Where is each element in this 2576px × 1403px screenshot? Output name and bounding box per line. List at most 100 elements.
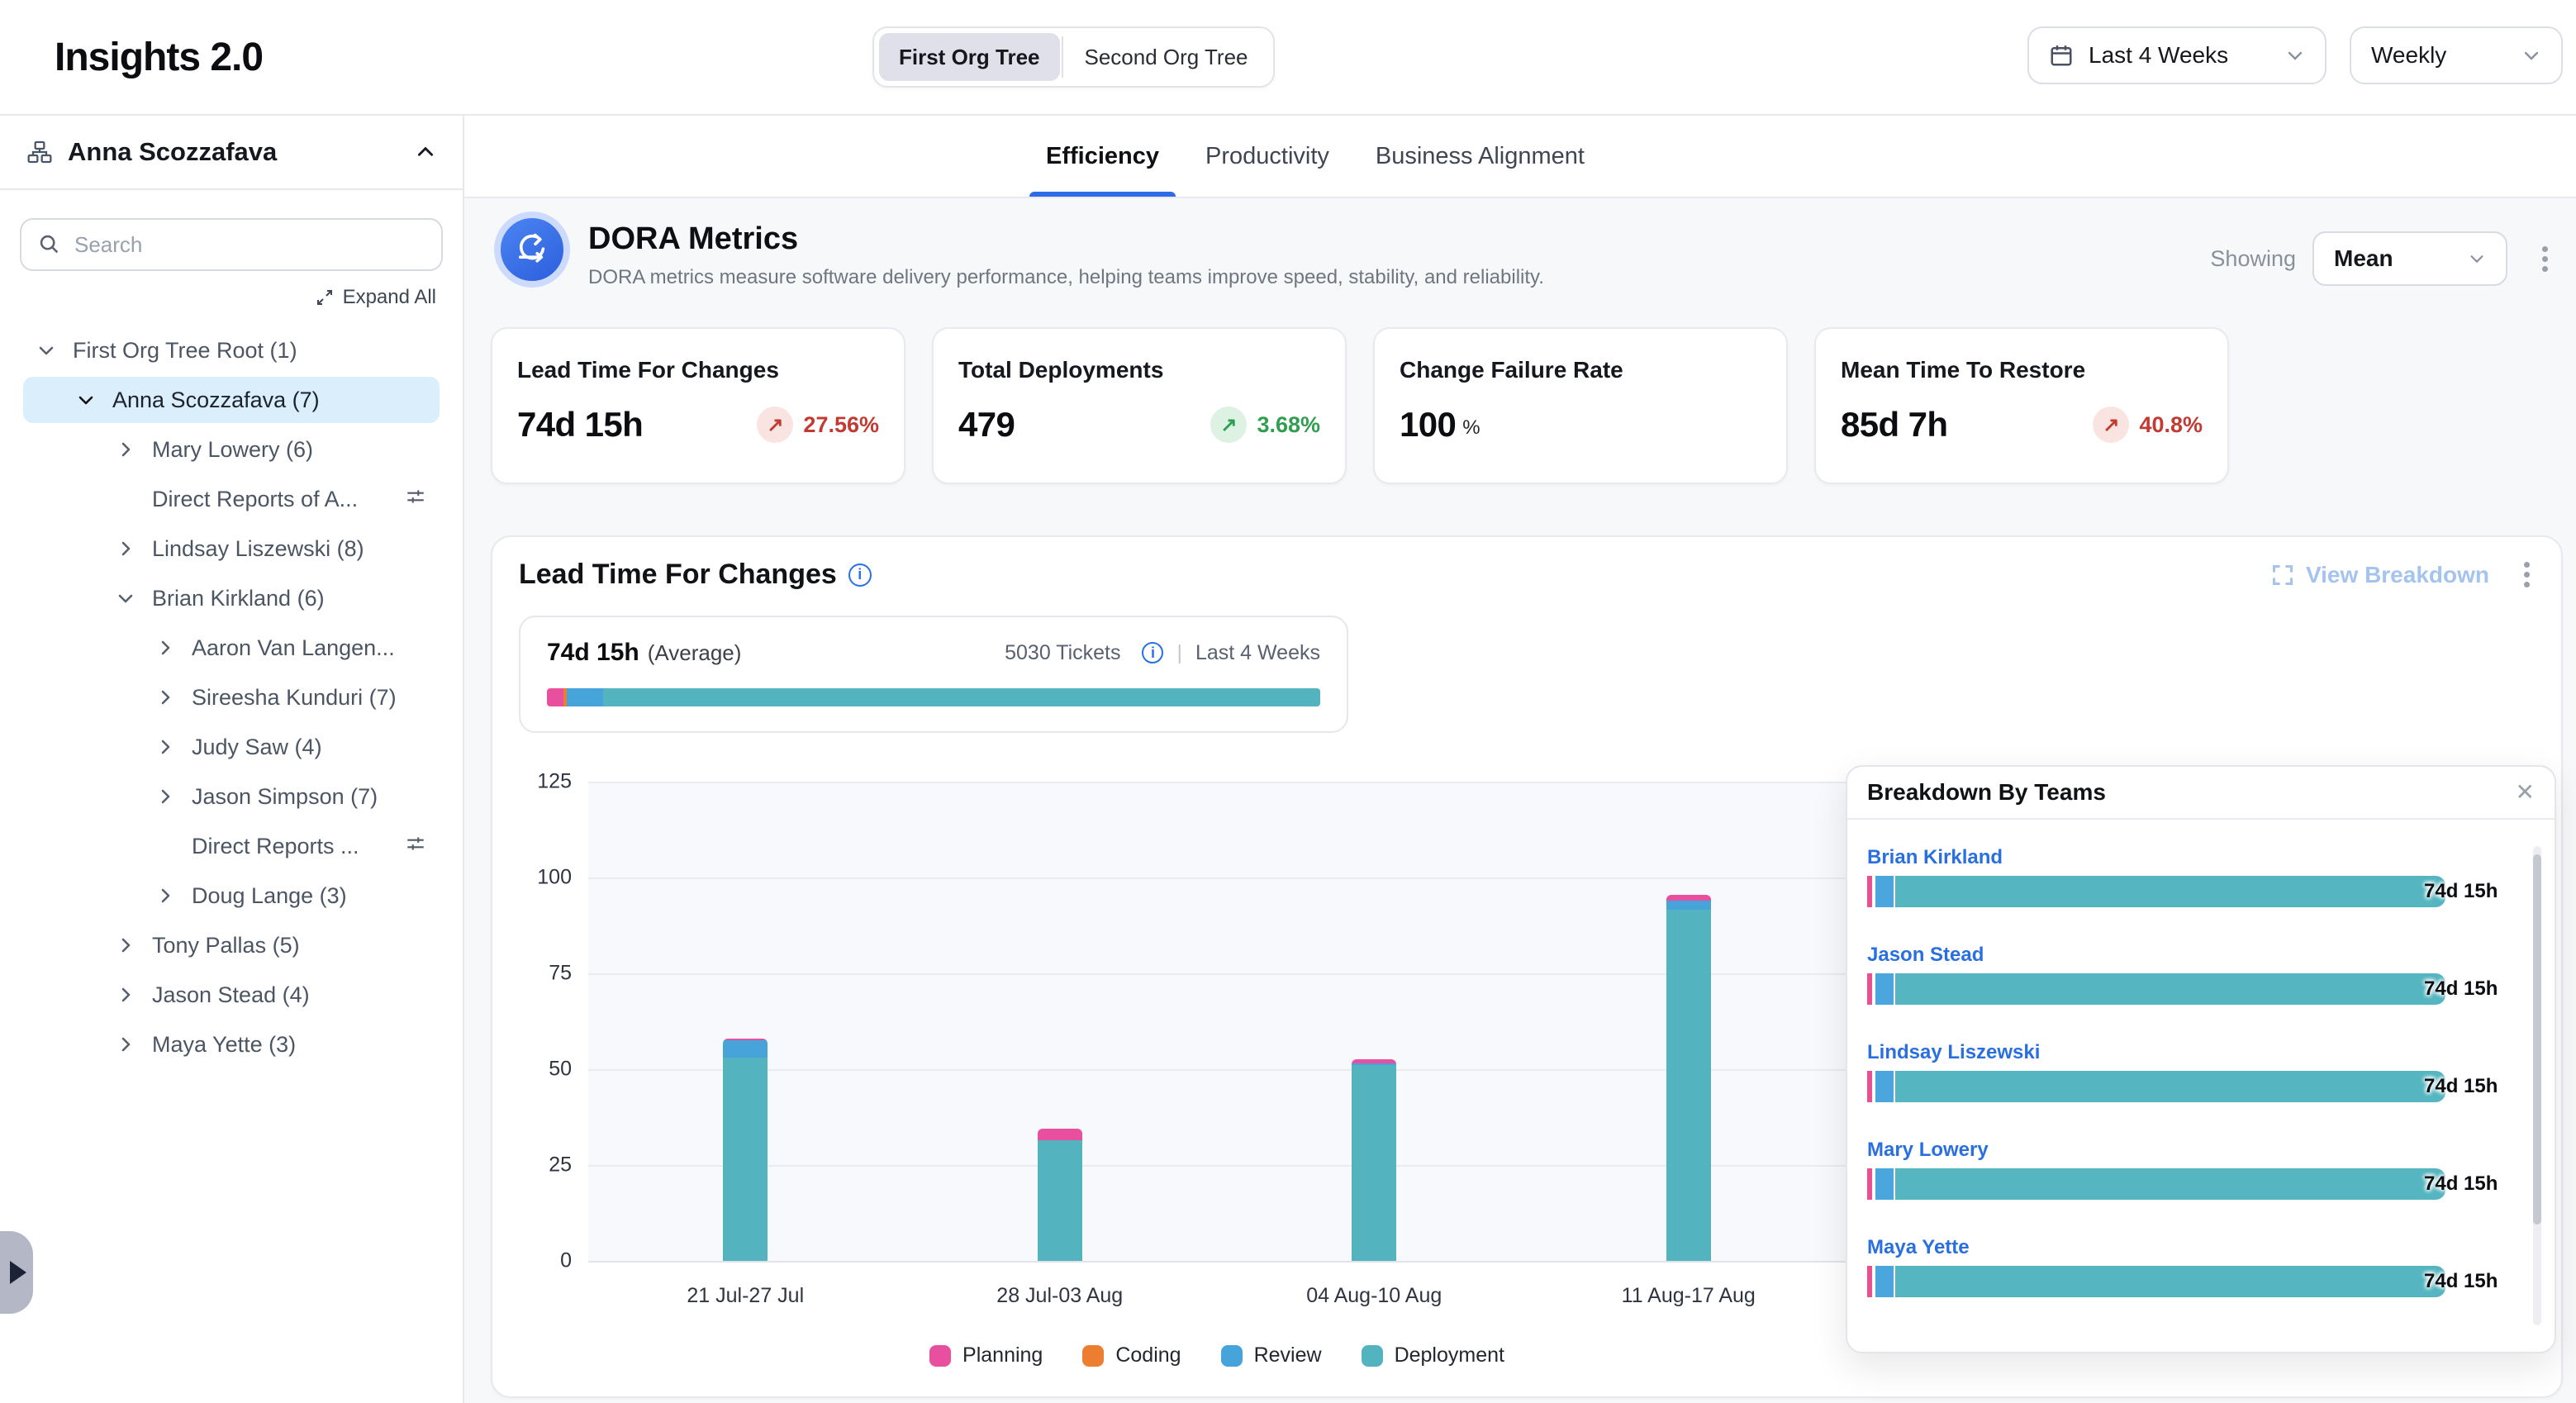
chevron-right-icon[interactable] bbox=[116, 935, 135, 955]
dora-metrics-subtitle: DORA metrics measure software delivery p… bbox=[588, 266, 1544, 288]
tree-item[interactable]: Brian Kirkland (6) bbox=[0, 573, 463, 623]
chevron-down-icon[interactable] bbox=[36, 340, 56, 360]
tree-item[interactable]: Maya Yette (3) bbox=[0, 1020, 463, 1069]
stacked-bar[interactable] bbox=[1352, 1059, 1397, 1261]
gridline bbox=[588, 1069, 1846, 1071]
breakdown-team-item: Lindsay Liszewski 74d 15h bbox=[1867, 1041, 2512, 1102]
lead-time-card: Lead Time For Changes i View Breakdown 7… bbox=[491, 535, 2563, 1398]
team-lead-time-value: 74d 15h bbox=[2424, 880, 2498, 902]
chevron-right-icon[interactable] bbox=[116, 539, 135, 559]
tree-item-label: Sireesha Kunduri (7) bbox=[192, 684, 397, 710]
gridline bbox=[588, 877, 1846, 879]
metric-card-unit: % bbox=[1462, 416, 1480, 439]
breakdown-panel: Breakdown By Teams ✕ Brian Kirkland 74d 1… bbox=[1846, 765, 2556, 1353]
chevron-right-icon[interactable] bbox=[116, 1034, 135, 1054]
gridline bbox=[588, 1165, 1846, 1167]
tree-item[interactable]: Direct Reports of A... bbox=[0, 474, 463, 524]
trend-up-arrow-icon: ↗ bbox=[757, 407, 794, 443]
tree-item[interactable]: Doug Lange (3) bbox=[0, 871, 463, 920]
toggle-second-org-tree[interactable]: Second Org Tree bbox=[1084, 44, 1248, 69]
team-name-link[interactable]: Lindsay Liszewski bbox=[1867, 1041, 2041, 1063]
chevron-right-icon[interactable] bbox=[155, 737, 175, 757]
stacked-bar[interactable] bbox=[1037, 1128, 1082, 1261]
tickets-info-icon[interactable]: i bbox=[1142, 642, 1164, 663]
expand-icon bbox=[315, 288, 335, 307]
tree-item-label: Anna Scozzafava (7) bbox=[112, 387, 320, 412]
close-icon[interactable]: ✕ bbox=[2515, 779, 2535, 805]
team-bar-review-segment bbox=[1875, 973, 1894, 1005]
filter-icon[interactable] bbox=[405, 486, 426, 513]
search-input[interactable] bbox=[74, 231, 425, 258]
filter-icon[interactable] bbox=[405, 833, 426, 860]
chevron-down-icon bbox=[2285, 45, 2305, 65]
top-header: Insights 2.0 First Org Tree Second Org T… bbox=[0, 0, 2576, 116]
dora-kebab-menu-icon[interactable] bbox=[2537, 241, 2553, 277]
bar-segment-deployment bbox=[1352, 1065, 1397, 1261]
metric-card: Total Deployments 479 ↗ 3.68% bbox=[932, 327, 1347, 484]
granularity-select[interactable]: Weekly bbox=[2350, 26, 2563, 84]
tree-item[interactable]: Judy Saw (4) bbox=[0, 722, 463, 772]
date-range-select[interactable]: Last 4 Weeks bbox=[2027, 26, 2326, 84]
bar-segment-review bbox=[1352, 1063, 1397, 1066]
breakdown-team-item: Maya Yette 74d 15h bbox=[1867, 1236, 2512, 1297]
tree-item[interactable]: Jason Simpson (7) bbox=[0, 772, 463, 821]
tree-item[interactable]: Jason Stead (4) bbox=[0, 970, 463, 1020]
chevron-right-icon[interactable] bbox=[116, 985, 135, 1005]
tree-item[interactable]: Anna Scozzafava (7) bbox=[0, 375, 463, 425]
y-axis-tick-label: 100 bbox=[537, 865, 572, 889]
chevron-right-icon[interactable] bbox=[155, 638, 175, 658]
team-bar-planning-segment bbox=[1867, 1168, 1872, 1200]
expand-all-button[interactable]: Expand All bbox=[0, 286, 436, 309]
chevron-up-icon[interactable] bbox=[415, 141, 436, 163]
tree-item[interactable]: Direct Reports ... bbox=[0, 821, 463, 871]
tree-item[interactable]: Mary Lowery (6) bbox=[0, 425, 463, 474]
team-name-link[interactable]: Jason Stead bbox=[1867, 944, 1984, 966]
tree-item[interactable]: Sireesha Kunduri (7) bbox=[0, 673, 463, 722]
stacked-bar[interactable] bbox=[723, 1038, 768, 1261]
bar-segment-deployment bbox=[1037, 1139, 1082, 1261]
sidebar-header[interactable]: Anna Scozzafava bbox=[0, 116, 463, 190]
team-name-link[interactable]: Maya Yette bbox=[1867, 1236, 1970, 1258]
metric-change-percent: 3.68% bbox=[1257, 411, 1320, 437]
tab-business-alignment[interactable]: Business Alignment bbox=[1375, 142, 1585, 169]
aggregation-select[interactable]: Mean bbox=[2312, 231, 2507, 286]
chevron-right-icon[interactable] bbox=[116, 440, 135, 459]
sidebar-search[interactable] bbox=[20, 218, 443, 271]
tab-productivity[interactable]: Productivity bbox=[1205, 142, 1329, 169]
tree-item[interactable]: Tony Pallas (5) bbox=[0, 920, 463, 970]
chevron-right-icon[interactable] bbox=[155, 886, 175, 906]
chart-legend: Planning Coding Review Deployment bbox=[588, 1344, 1846, 1367]
stacked-bar[interactable] bbox=[1666, 894, 1711, 1261]
chevron-down-icon[interactable] bbox=[76, 390, 96, 410]
team-name-link[interactable]: Mary Lowery bbox=[1867, 1139, 1989, 1161]
app-title: Insights 2.0 bbox=[55, 36, 264, 79]
lead-time-title: Lead Time For Changes bbox=[519, 559, 837, 590]
team-lead-time-bar: 74d 15h bbox=[1867, 1266, 2512, 1297]
panel-scrollbar-thumb[interactable] bbox=[2533, 854, 2541, 1225]
tree-item[interactable]: First Org Tree Root (1) bbox=[0, 326, 463, 375]
chevron-down-icon[interactable] bbox=[116, 588, 135, 608]
x-axis-tick-label: 28 Jul-03 Aug bbox=[996, 1284, 1124, 1307]
sidebar-collapse-handle[interactable] bbox=[0, 1231, 33, 1314]
bar-segment-deployment bbox=[723, 1058, 768, 1261]
metric-card-value: 85d 7h bbox=[1841, 405, 1948, 444]
tree-item[interactable]: Aaron Van Langen... bbox=[0, 623, 463, 673]
panel-scrollbar[interactable] bbox=[2533, 846, 2541, 1325]
tab-efficiency[interactable]: Efficiency bbox=[1029, 116, 1175, 197]
chevron-right-icon[interactable] bbox=[155, 687, 175, 707]
lead-time-kebab-menu-icon[interactable] bbox=[2519, 557, 2535, 592]
metric-card-title: Lead Time For Changes bbox=[517, 357, 779, 383]
info-icon[interactable]: i bbox=[848, 563, 872, 587]
tree-item[interactable]: Lindsay Liszewski (8) bbox=[0, 524, 463, 573]
showing-label: Showing bbox=[2210, 245, 2296, 271]
y-axis-tick-label: 75 bbox=[549, 961, 572, 985]
toggle-first-org-tree[interactable]: First Org Tree bbox=[879, 33, 1060, 81]
view-breakdown-button[interactable]: View Breakdown bbox=[2271, 562, 2489, 588]
chevron-right-icon[interactable] bbox=[155, 787, 175, 806]
tree-item-label: Direct Reports ... bbox=[192, 833, 359, 858]
y-axis-tick-label: 125 bbox=[537, 769, 572, 793]
legend-item-review: Review bbox=[1220, 1344, 1322, 1367]
sidebar-user-name: Anna Scozzafava bbox=[68, 137, 278, 166]
metric-card-value-row: 85d 7h ↗ 40.8% bbox=[1841, 405, 2203, 445]
team-name-link[interactable]: Brian Kirkland bbox=[1867, 846, 2003, 868]
